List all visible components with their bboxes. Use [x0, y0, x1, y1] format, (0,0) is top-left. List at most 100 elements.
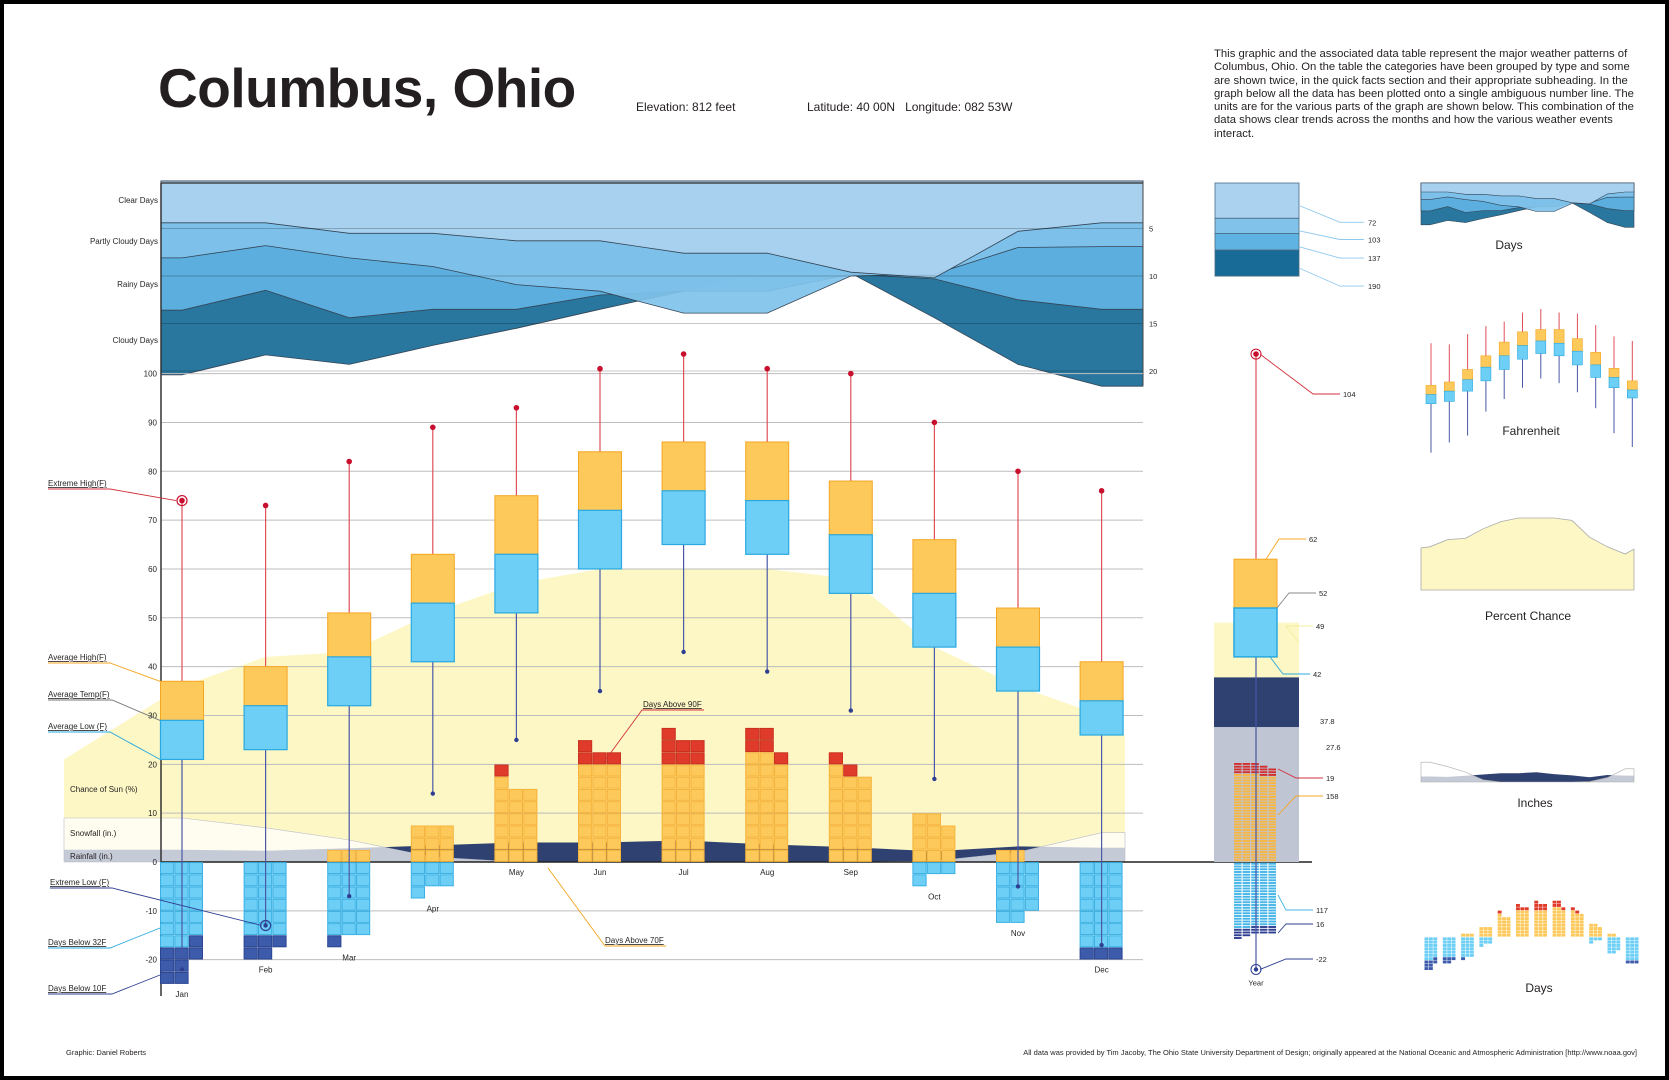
mini-day-below-32-block: [1424, 937, 1429, 941]
day-above-70-block: [578, 776, 593, 789]
year-day-above-70-stripe: [1251, 793, 1259, 796]
mini-day-above-70-block: [1570, 920, 1575, 924]
year-day-below-32-stripe: [1251, 923, 1259, 926]
mini-day-below-32-block: [1479, 940, 1484, 944]
year-day-below-32-stripe: [1234, 926, 1242, 928]
day-above-70-block: [745, 837, 760, 850]
year-day-below-32-stripe: [1251, 906, 1259, 909]
year-day-below-32-stripe: [1268, 890, 1276, 893]
mini-day-above-70-block: [1575, 930, 1580, 934]
mini-day-below-32-block: [1424, 944, 1429, 947]
year-day-above-70-stripe: [1242, 842, 1251, 845]
day-below-32-block: [356, 862, 371, 875]
extreme-high-dot: [179, 497, 185, 504]
mini-average-high-box: [1553, 329, 1565, 344]
mini-day-below-10-block: [1442, 960, 1447, 964]
year-day-above-70-stripe: [1268, 845, 1276, 848]
mini-day-above-70-block: [1524, 923, 1529, 927]
year-day-below-32-stripe: [1268, 898, 1276, 901]
mini-day-above-70-block: [1557, 907, 1561, 911]
mini-day-above-70-block: [1557, 927, 1561, 930]
year-day-above-70-stripe: [1234, 848, 1242, 851]
mini-day-above-70-block: [1497, 933, 1502, 937]
year-day-below-10-stripe: [1251, 928, 1259, 931]
day-below-32-block: [1024, 898, 1040, 911]
year-day-above-70-stripe: [1242, 831, 1251, 834]
day-above-70-block: [843, 825, 858, 838]
year-day-above-70-stripe: [1259, 798, 1268, 801]
average-low-box: [661, 490, 706, 546]
mini-day-below-32-block: [1442, 953, 1447, 957]
year-day-above-70-stripe: [1268, 785, 1276, 787]
year-day-above-70-stripe: [1251, 840, 1259, 842]
day-above-70-block: [676, 801, 691, 814]
average-low-box: [577, 509, 623, 570]
year-day-below-10-stripe: [1259, 931, 1268, 934]
year-day-above-90-stripe: [1234, 765, 1242, 768]
day-above-70-block: [606, 825, 621, 838]
day-below-32-block: [188, 923, 204, 936]
day-above-70-block: [523, 788, 538, 801]
mini-day-below-32-block: [1428, 940, 1433, 944]
year-extreme-high-ring: [1250, 348, 1262, 360]
mini-day-above-70-block: [1598, 933, 1602, 937]
day-above-70-block: [843, 813, 858, 826]
year-day-above-70-stripe: [1234, 787, 1242, 790]
mini-day-above-70-block: [1534, 933, 1539, 937]
year-day-below-10-stripe: [1234, 937, 1242, 939]
year-day-below-10-stripe: [1242, 931, 1251, 934]
mini-day-above-70-block: [1557, 917, 1561, 921]
year-days-above-90-value: 19: [1326, 774, 1334, 783]
mini-day-above-70-block: [1516, 917, 1520, 921]
mini-day-above-70-block: [1570, 910, 1575, 914]
year-day-above-90-stripe: [1259, 774, 1268, 776]
day-above-70-block: [661, 776, 676, 789]
year-day-below-10-stripe: [1234, 934, 1242, 937]
year-day-below-32-stripe: [1234, 865, 1242, 868]
temperature-tick-label: 20: [148, 760, 157, 769]
day-below-32-block: [912, 862, 927, 875]
mini-day-above-70-block: [1589, 923, 1594, 927]
day-above-70-block: [774, 776, 789, 789]
mini-day-above-70-block: [1524, 917, 1529, 921]
mini-day-above-70-block: [1611, 933, 1616, 937]
day-below-32-block: [341, 910, 356, 923]
year-day-below-32-stripe: [1259, 906, 1268, 909]
mini-day-below-10-block: [1433, 960, 1438, 964]
day-below-32-block: [1010, 898, 1025, 911]
extreme-high-label-leader: [48, 488, 177, 502]
extreme-low-dot: [1015, 884, 1021, 889]
day-above-70-block: [508, 825, 523, 838]
day-above-90-block: [843, 764, 858, 777]
mini-day-above-70-block: [1497, 920, 1502, 924]
year-leader-line: [1276, 592, 1316, 609]
year-day-above-70-stripe: [1268, 856, 1276, 859]
mini-day-above-70-block: [1575, 920, 1580, 924]
day-above-70-block: [745, 776, 760, 789]
mini-day-below-32-block: [1630, 957, 1635, 961]
year-sky-segment: [1214, 217, 1300, 234]
year-day-below-32-stripe: [1259, 882, 1268, 884]
day-below-32-block: [243, 862, 258, 875]
mini-day-above-90-block: [1534, 900, 1539, 904]
day-above-70-block: [494, 837, 509, 850]
mini-average-high-box: [1498, 341, 1510, 357]
average-high-box: [661, 441, 706, 492]
day-above-70-block: [494, 849, 509, 862]
mini-day-below-32-block: [1461, 953, 1465, 957]
mini-day-above-70-block: [1561, 910, 1566, 914]
year-avg-high-value: 62: [1309, 535, 1317, 544]
year-day-below-32-stripe: [1259, 868, 1268, 871]
year-day-below-32-stripe: [1268, 915, 1276, 917]
year-day-below-32-stripe: [1234, 923, 1242, 926]
day-above-70-block: [592, 825, 607, 838]
mini-day-above-70-block: [1570, 923, 1575, 927]
mini-day-above-70-block: [1589, 930, 1594, 934]
day-below-32-block: [996, 862, 1011, 875]
year-day-above-70-stripe: [1234, 796, 1242, 798]
month-label: Oct: [928, 892, 941, 901]
extreme-high-dot: [513, 404, 520, 411]
year-day-below-32-stripe: [1259, 909, 1268, 912]
year-day-above-70-stripe: [1259, 831, 1268, 834]
day-below-32-block: [188, 910, 204, 923]
